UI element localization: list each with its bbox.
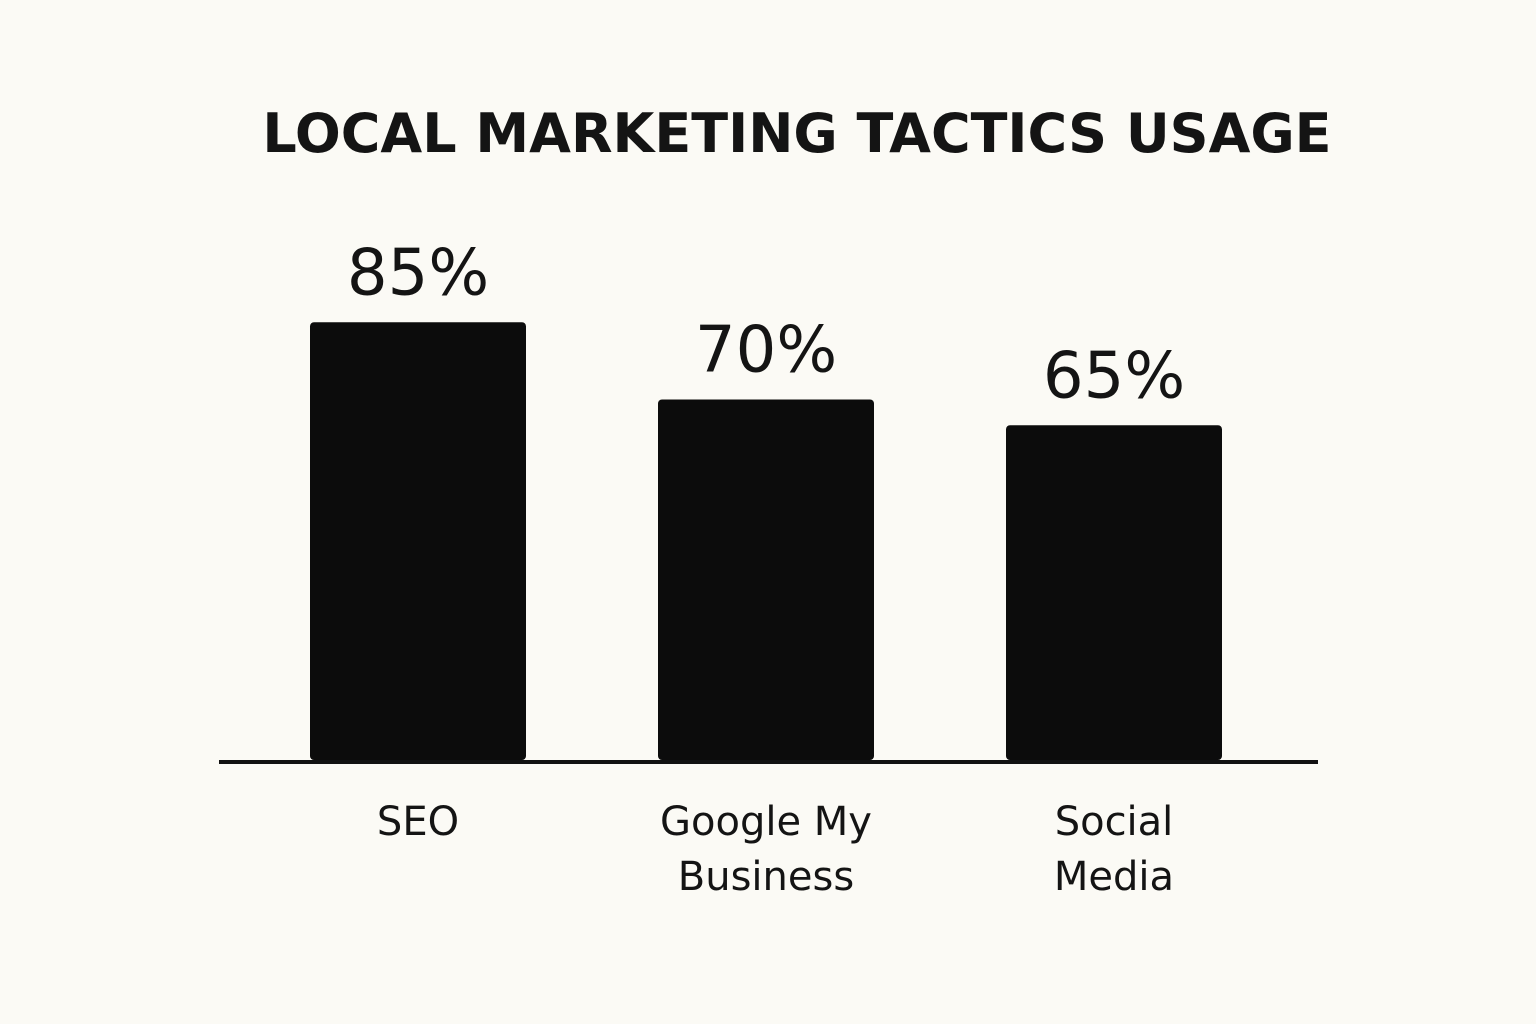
bar-1 (310, 322, 526, 760)
category-label-3-line-2: Media (1054, 854, 1174, 900)
value-label-3: 65% (1043, 339, 1185, 413)
bar-2 (658, 399, 874, 760)
bars-group: 85% SEO 70% Google My Business 65% Social Media (310, 236, 1222, 900)
category-label-2-line-2: Business (678, 854, 854, 900)
value-label-2: 70% (695, 314, 837, 388)
chart-title: LOCAL MARKETING TACTICS USAGE (262, 102, 1331, 165)
category-label-3-line-1: Social (1055, 799, 1174, 845)
category-label-2-line-1: Google My (660, 799, 872, 845)
category-label-1-line-1: SEO (377, 799, 459, 845)
value-label-1: 85% (347, 236, 489, 310)
bar-3 (1006, 425, 1222, 760)
